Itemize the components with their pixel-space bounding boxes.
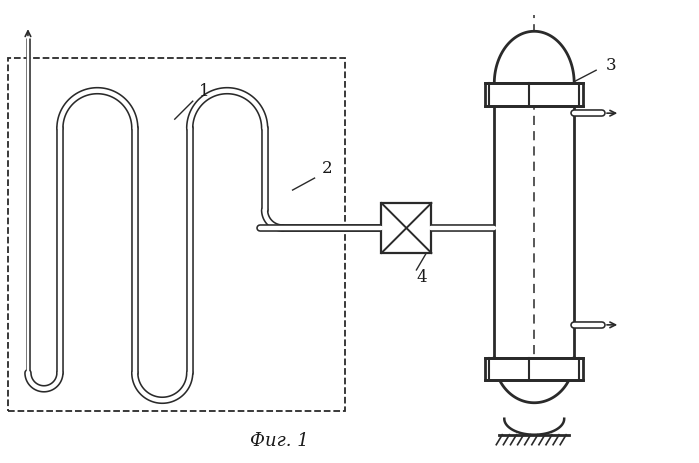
Bar: [494, 83, 574, 358]
Bar: [485, 83, 583, 106]
Bar: [485, 358, 583, 380]
Polygon shape: [504, 419, 564, 435]
Text: Фиг. 1: Фиг. 1: [250, 432, 309, 450]
Text: 1: 1: [199, 83, 210, 100]
Text: 4: 4: [416, 269, 426, 287]
Polygon shape: [382, 203, 431, 253]
Polygon shape: [494, 31, 574, 83]
Text: 2: 2: [322, 160, 333, 176]
Polygon shape: [494, 358, 574, 403]
Text: 3: 3: [606, 57, 617, 74]
